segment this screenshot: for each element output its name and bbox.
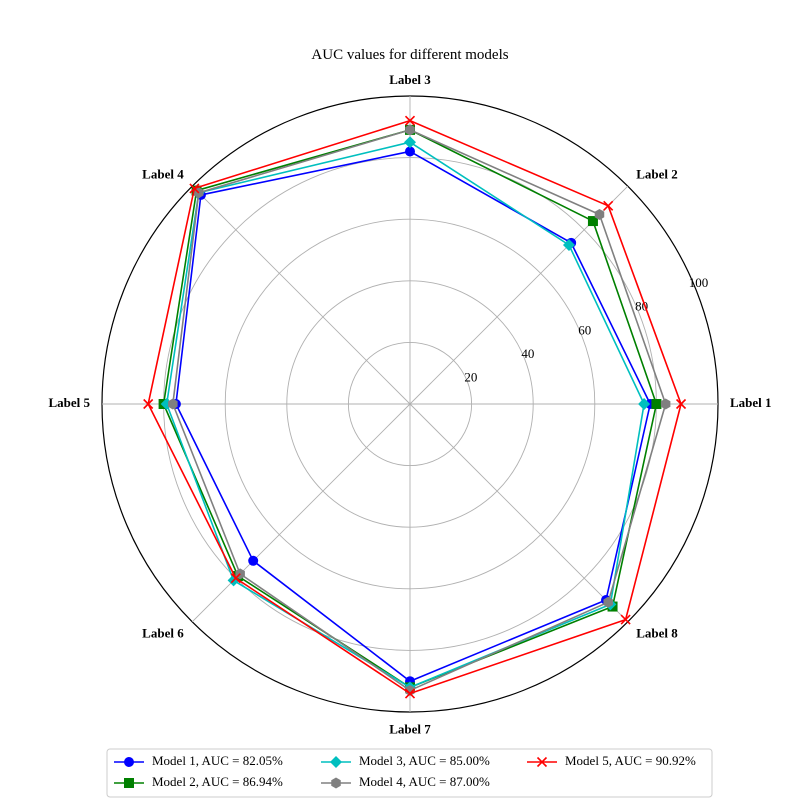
grid-spoke: [191, 185, 411, 405]
data-point: [331, 777, 341, 789]
legend-label: Model 5, AUC = 90.92%: [565, 753, 696, 768]
legend-label: Model 3, AUC = 85.00%: [359, 753, 490, 768]
data-point: [248, 555, 259, 566]
radial-tick-label: 60: [578, 322, 591, 337]
category-label: Label 5: [48, 395, 90, 410]
data-point: [638, 398, 651, 410]
legend-entry: Model 3, AUC = 85.00%: [321, 753, 490, 768]
category-label: Label 8: [636, 625, 678, 640]
series-line: [165, 141, 645, 689]
data-point: [603, 200, 614, 211]
chart-title: AUC values for different models: [311, 47, 508, 63]
category-label: Label 7: [389, 722, 431, 737]
legend-frame: [106, 748, 713, 798]
data-point: [620, 614, 631, 625]
series-5: [143, 115, 687, 699]
legend-label: Model 2, AUC = 86.94%: [152, 774, 283, 789]
data-point: [536, 756, 548, 768]
series-line: [175, 150, 652, 683]
legend-entry: Model 5, AUC = 90.92%: [527, 753, 696, 768]
data-point: [660, 398, 671, 410]
legend-entry: Model 1, AUC = 82.05%: [114, 753, 283, 768]
category-label: Label 6: [142, 625, 184, 640]
data-point: [405, 124, 415, 136]
series-3: [160, 136, 651, 694]
data-point: [404, 136, 416, 149]
data-point: [404, 115, 416, 126]
data-point: [562, 239, 575, 252]
data-point: [189, 183, 200, 194]
data-point: [124, 778, 134, 788]
data-point: [404, 688, 416, 699]
data-point: [330, 756, 342, 768]
data-point: [675, 398, 687, 410]
legend-entry: Model 4, AUC = 87.00%: [321, 774, 490, 789]
data-point: [405, 146, 415, 157]
legend-label: Model 4, AUC = 87.00%: [359, 774, 490, 789]
axis-labels: Label 1 Label 2 Label 3 Label 4 Label 5 Label…: [48, 72, 771, 737]
grid-spoke: [191, 403, 411, 623]
data-point: [168, 398, 178, 410]
radial-tick-label: 80: [635, 299, 648, 314]
legend: Model 1, AUC = 82.05% Model 2, AUC = 86.9…: [106, 748, 713, 798]
category-label: Label 2: [636, 167, 678, 182]
category-label: Label 1: [730, 395, 772, 410]
grid-spoke: [409, 403, 629, 623]
series-layer: [143, 115, 687, 699]
data-point: [230, 573, 241, 584]
data-point: [603, 596, 613, 608]
radial-tick-label: 40: [521, 346, 534, 361]
category-label: Label 3: [389, 72, 431, 87]
data-point: [143, 398, 154, 410]
radial-tick-label: 20: [464, 369, 477, 384]
legend-entry: Model 2, AUC = 86.94%: [114, 774, 283, 789]
series-1: [170, 146, 656, 687]
data-point: [124, 757, 134, 767]
legend-label: Model 1, AUC = 82.05%: [152, 753, 283, 768]
data-point: [651, 399, 662, 409]
legend-items: Model 1, AUC = 82.05% Model 2, AUC = 86.9…: [114, 753, 696, 789]
data-point: [594, 209, 605, 221]
radial-tick-label: 100: [689, 275, 709, 290]
data-point: [587, 216, 598, 227]
category-label: Label 4: [142, 167, 184, 182]
